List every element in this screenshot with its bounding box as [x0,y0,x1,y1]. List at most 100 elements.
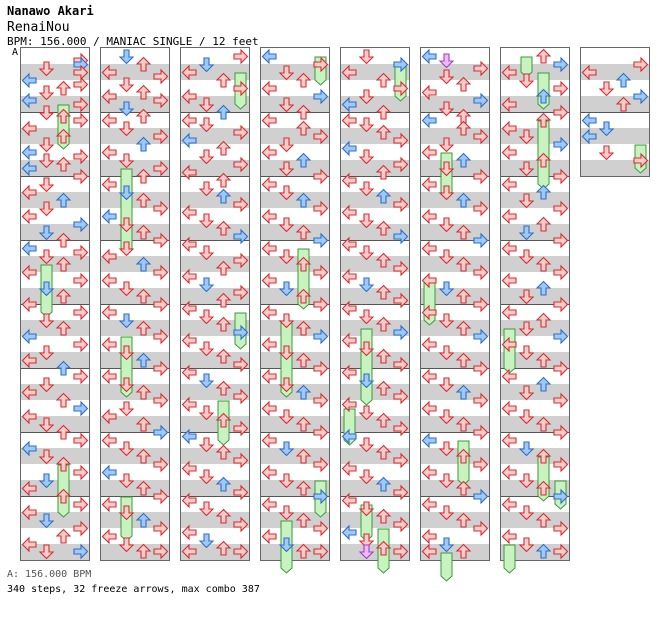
beat-band [421,320,489,336]
down-arrow-icon [438,440,455,457]
left-arrow-icon [181,492,198,509]
down-arrow-icon [438,472,455,489]
down-arrow-icon [278,160,295,177]
right-arrow-icon [552,520,569,537]
beat-band [21,64,89,80]
beat-band [501,512,569,528]
down-arrow-icon [438,504,455,521]
right-arrow-icon [472,296,489,313]
down-arrow-icon [278,184,295,201]
down-arrow-icon [358,244,375,261]
right-arrow-icon [232,196,249,213]
right-arrow-icon [312,520,329,537]
right-arrow-icon [232,420,249,437]
down-arrow-icon [38,84,55,101]
left-arrow-icon [421,528,438,545]
up-arrow-icon [135,108,152,125]
measure-line [101,368,169,369]
beat-band [261,128,329,144]
beat-band [421,128,489,144]
right-arrow-icon [312,264,329,281]
beat-band [341,288,409,304]
right-arrow-icon [392,196,409,213]
measure-line [181,112,249,113]
down-arrow-icon [438,408,455,425]
measure-line [101,432,169,433]
right-arrow-icon [472,264,489,281]
left-arrow-icon [21,240,38,257]
left-arrow-icon [101,368,118,385]
left-arrow-icon [501,304,518,321]
left-arrow-icon [181,543,198,560]
beat-band [581,96,649,112]
left-arrow-icon [21,184,38,201]
down-arrow-icon [278,504,295,521]
beat-band [421,448,489,464]
down-arrow-icon [278,408,295,425]
right-arrow-icon [152,232,169,249]
up-arrow-icon [215,412,232,429]
left-arrow-icon [261,48,278,65]
beat-band [101,512,169,528]
measure-line [21,304,89,305]
up-arrow-icon [535,88,552,105]
beat-band [261,224,329,240]
right-arrow-icon [152,128,169,145]
left-arrow-icon [21,384,38,401]
beat-band [101,384,169,400]
left-arrow-icon [21,504,38,521]
right-arrow-icon [312,128,329,145]
beat-band [501,544,569,560]
up-arrow-icon [295,288,312,305]
right-arrow-icon [232,356,249,373]
left-arrow-icon [181,460,198,477]
down-arrow-icon [278,376,295,393]
up-arrow-icon [295,224,312,241]
right-arrow-icon [552,56,569,73]
right-arrow-icon [152,456,169,473]
right-arrow-icon [552,136,569,153]
down-arrow-icon [118,280,135,297]
up-arrow-icon [375,412,392,429]
beat-band [341,96,409,112]
left-arrow-icon [21,328,38,345]
left-arrow-icon [261,80,278,97]
down-arrow-icon [118,152,135,169]
up-arrow-icon [535,112,552,129]
down-arrow-icon [198,212,215,229]
right-arrow-icon [312,392,329,409]
beat-band [261,96,329,112]
down-arrow-icon [38,376,55,393]
up-arrow-icon [375,188,392,205]
left-arrow-icon [21,120,38,137]
down-arrow-icon [118,376,135,393]
right-arrow-icon [232,80,249,97]
beat-band [341,448,409,464]
measure-line [501,368,569,369]
left-arrow-icon [341,268,358,285]
chart-summary: 340 steps, 32 freeze arrows, max combo 3… [7,584,260,595]
up-arrow-icon [295,72,312,89]
down-arrow-icon [198,372,215,389]
right-arrow-icon [72,336,89,353]
left-arrow-icon [341,396,358,413]
right-arrow-icon [72,543,89,560]
down-arrow-icon [518,472,535,489]
up-arrow-icon [535,312,552,329]
measure-line [501,304,569,305]
up-arrow-icon [295,104,312,121]
right-arrow-icon [552,424,569,441]
up-arrow-icon [295,512,312,529]
right-arrow-icon [152,160,169,177]
right-arrow-icon [72,304,89,321]
left-arrow-icon [101,496,118,513]
up-arrow-icon [55,256,72,273]
down-arrow-icon [358,88,375,105]
up-arrow-icon [535,543,552,560]
left-arrow-icon [421,208,438,225]
right-arrow-icon [392,452,409,469]
up-arrow-icon [455,192,472,209]
right-arrow-icon [232,252,249,269]
right-arrow-icon [552,296,569,313]
right-arrow-icon [312,232,329,249]
